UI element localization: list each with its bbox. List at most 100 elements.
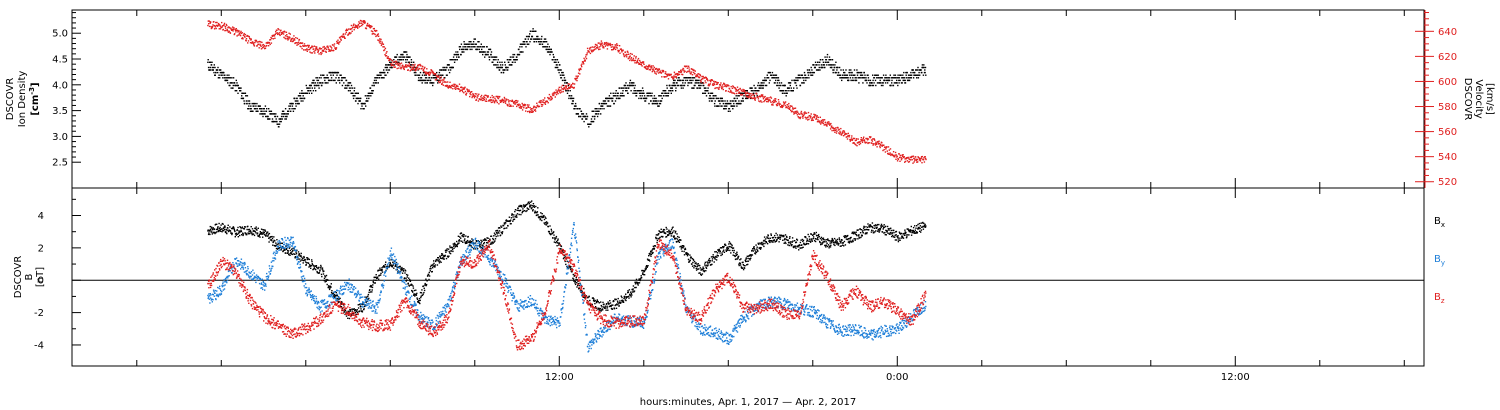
ion-density-series-point xyxy=(481,51,483,53)
velocity-series-point xyxy=(652,69,654,71)
velocity-series-point xyxy=(879,145,881,147)
velocity-series-point xyxy=(647,67,649,69)
ion-density-series-point xyxy=(639,90,641,92)
velocity-series-point xyxy=(516,105,518,108)
velocity-series-point xyxy=(375,35,377,38)
bx-series-point xyxy=(402,270,405,272)
ion-density-series-point xyxy=(811,69,813,71)
velocity-series-point xyxy=(626,56,628,58)
bx-series-point xyxy=(409,279,411,282)
bx-series-point xyxy=(412,285,414,287)
velocity-series-point xyxy=(761,101,763,103)
ion-density-series-point xyxy=(614,95,616,97)
ion-density-series-point xyxy=(629,79,632,82)
velocity-series-point xyxy=(777,102,779,105)
velocity-series-point xyxy=(614,46,616,48)
velocity-series-point xyxy=(409,65,411,67)
velocity-series-point xyxy=(844,134,846,136)
velocity-series-point xyxy=(805,112,807,114)
velocity-series-point xyxy=(329,45,331,47)
velocity-series-point xyxy=(726,84,728,86)
velocity-series-point xyxy=(573,86,575,89)
velocity-series-point xyxy=(673,75,675,77)
ion-density-series-point xyxy=(611,100,614,102)
ion-density-series-point xyxy=(393,61,395,63)
velocity-series-point xyxy=(734,88,737,90)
bx-series-point xyxy=(367,293,370,296)
velocity-series-point xyxy=(645,65,648,67)
ion-density-series-point xyxy=(526,41,528,43)
ion-density-series-point xyxy=(502,69,504,71)
bx-series-point xyxy=(367,295,369,297)
velocity-series-point xyxy=(769,99,771,101)
velocity-series-point xyxy=(303,43,306,45)
ion-density-series-point xyxy=(467,46,469,48)
velocity-series-point xyxy=(348,32,351,34)
velocity-series-point xyxy=(402,65,404,68)
ion-density-series-point xyxy=(846,77,848,79)
velocity-series-point xyxy=(872,138,874,140)
velocity-series-point xyxy=(715,83,718,85)
bx-series-point xyxy=(304,258,306,261)
velocity-series-point xyxy=(737,88,739,91)
velocity-series-point xyxy=(414,63,416,66)
bx-series-point xyxy=(300,254,302,257)
velocity-series-point xyxy=(681,73,683,76)
ion-density-series-point xyxy=(323,74,325,76)
ion-density-series-point xyxy=(738,100,740,102)
ion-density-series-point xyxy=(535,38,537,40)
velocity-series-point xyxy=(804,116,806,118)
velocity-series-point xyxy=(490,101,493,104)
density-axis-ticks: 2.53.03.54.04.55.0 xyxy=(52,12,81,169)
velocity-series-point xyxy=(656,71,658,73)
ion-density-series-point xyxy=(336,74,338,76)
ion-density-series-point xyxy=(669,84,671,87)
ion-density-series-point xyxy=(554,61,556,63)
velocity-series-point xyxy=(236,35,238,37)
velocity-series-point xyxy=(706,79,709,81)
velocity-series-point xyxy=(307,44,309,47)
bx-series-point xyxy=(399,265,401,268)
velocity-series-point xyxy=(611,44,614,46)
ion-density-series-point xyxy=(311,87,313,89)
ion-density-series-point xyxy=(669,87,672,89)
bx-series-point xyxy=(384,266,386,268)
velocity-series-point xyxy=(297,43,299,46)
velocity-series-point xyxy=(216,21,218,24)
velocity-series-point xyxy=(721,87,723,89)
velocity-series-point xyxy=(346,28,348,30)
ion-density-series-point xyxy=(436,71,438,74)
velocity-series-point xyxy=(457,85,459,88)
bx-series-point xyxy=(261,232,263,234)
ion-density-series-point xyxy=(395,56,398,58)
bx-series-point xyxy=(223,228,226,230)
ion-density-series-point xyxy=(460,53,462,56)
bx-series-point xyxy=(268,241,270,243)
velocity-series-point xyxy=(325,50,327,53)
velocity-series-point xyxy=(519,107,521,109)
bx-series-point xyxy=(472,248,475,250)
ion-density-series-point xyxy=(495,64,497,66)
velocity-series-point xyxy=(300,46,302,48)
ion-density-series-point xyxy=(856,69,858,71)
velocity-series-point xyxy=(862,139,864,142)
ion-density-series-point xyxy=(840,69,842,71)
ion-density-series-point xyxy=(528,43,530,45)
velocity-series-point xyxy=(889,152,891,154)
ion-density-series-point xyxy=(594,108,596,110)
ion-density-series-point xyxy=(511,56,513,58)
ion-density-series-point xyxy=(226,77,228,79)
bx-series-point xyxy=(379,267,381,269)
velocity-series-point xyxy=(463,92,465,94)
ion-density-series-point xyxy=(492,56,494,58)
ion-density-series-point xyxy=(241,95,243,97)
ion-density-series-point xyxy=(528,35,530,38)
ion-density-series-point xyxy=(286,115,288,118)
velocity-series-point xyxy=(368,25,370,27)
velocity-series-point xyxy=(412,67,414,69)
bx-series-point xyxy=(240,227,242,229)
velocity-series-point xyxy=(712,84,715,86)
ion-density-series-point xyxy=(691,87,694,89)
velocity-series-point xyxy=(561,88,563,90)
bx-series-point xyxy=(286,252,288,254)
